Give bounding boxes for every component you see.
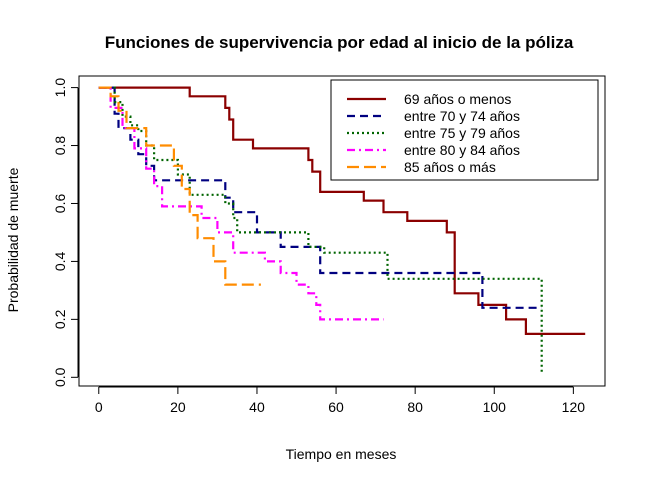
y-tick-label: 0.6 <box>52 194 68 214</box>
legend-label-2: entre 75 y 79 años <box>404 125 520 141</box>
x-tick-label: 60 <box>328 399 344 415</box>
x-tick-label: 120 <box>562 399 586 415</box>
x-tick-label: 20 <box>170 399 186 415</box>
y-axis: 0.0 0.2 0.4 0.6 0.8 1.0 <box>52 78 79 387</box>
legend-box <box>330 79 599 181</box>
series-line-3 <box>98 86 384 321</box>
y-axis-label: Probabilidad de muerte <box>5 167 21 312</box>
x-axis: 0 20 40 60 80 100 120 <box>95 386 586 415</box>
y-tick-label: 1.0 <box>52 78 68 98</box>
x-tick-label: 100 <box>483 399 507 415</box>
series-line-0 <box>98 86 586 335</box>
series-layer <box>98 86 586 375</box>
y-tick-label: 0.0 <box>52 367 68 387</box>
chart-title: Funciones de supervivencia por edad al i… <box>105 33 574 52</box>
y-tick-label: 0.2 <box>52 309 68 329</box>
series-line-4 <box>98 86 261 286</box>
legend-label-3: entre 80 y 84 años <box>404 142 520 158</box>
plot-area-frame <box>78 75 606 387</box>
y-tick-label: 0.8 <box>52 136 68 156</box>
x-axis-label: Tiempo en meses <box>286 446 397 462</box>
x-tick-label: 80 <box>407 399 423 415</box>
y-tick-label: 0.4 <box>52 251 68 271</box>
legend-label-1: entre 70 y 74 años <box>404 108 520 124</box>
x-tick-label: 40 <box>249 399 265 415</box>
x-tick-label: 0 <box>95 399 103 415</box>
legend-label-0: 69 años o menos <box>404 91 511 107</box>
legend-label-4: 85 años o más <box>404 159 496 175</box>
